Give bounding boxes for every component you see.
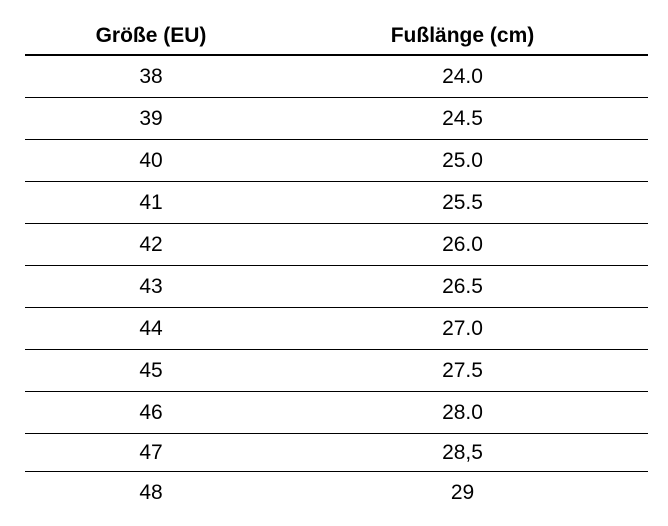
table-cell: 25.0	[442, 148, 483, 172]
table-cell: 28,5	[442, 440, 483, 464]
table-cell: 44	[139, 316, 163, 340]
table-row: 42 26.0	[25, 224, 648, 266]
table-row: 40 25.0	[25, 140, 648, 182]
table-cell: 29	[450, 481, 475, 504]
table-cell: 47	[139, 440, 163, 464]
table-row: 38 24.0	[25, 56, 648, 98]
table-cell: 28.0	[442, 400, 483, 424]
table-cell: 41	[139, 190, 163, 214]
table-cell: 24.5	[442, 106, 483, 130]
table-row: 41 25.5	[25, 182, 648, 224]
table-row: 43 26.5	[25, 266, 648, 308]
table-cell: 26.0	[442, 232, 483, 256]
table-row: 47 28,5	[25, 434, 648, 472]
header-cell: Größe (EU)	[95, 24, 207, 47]
table-row: 39 24.5	[25, 98, 648, 140]
size-table: Größe (EU) Fußlänge (cm) 38 24.0 39 24.5 40 2…	[25, 18, 648, 514]
table-row: 48 29	[25, 472, 648, 514]
table-cell: 38	[139, 64, 163, 88]
header-row: Größe (EU) Fußlänge (cm)	[25, 18, 648, 56]
table-cell: 48	[139, 481, 163, 504]
table-cell: 26.5	[442, 274, 483, 298]
table-cell: 43	[139, 274, 163, 298]
table-cell: 42	[139, 232, 163, 256]
table-cell: 27.0	[442, 316, 483, 340]
table-row: 45 27.5	[25, 350, 648, 392]
table-cell: 46	[139, 400, 163, 424]
table-row: 44 27.0	[25, 308, 648, 350]
table-row: 46 28.0	[25, 392, 648, 434]
table-cell: 27.5	[442, 358, 483, 382]
table-cell: 40	[139, 148, 163, 172]
table-cell: 39	[139, 106, 163, 130]
table-cell: 45	[139, 358, 163, 382]
header-cell: Fußlänge (cm)	[390, 24, 535, 47]
table-cell: 25.5	[442, 190, 483, 214]
table-cell: 24.0	[442, 64, 483, 88]
